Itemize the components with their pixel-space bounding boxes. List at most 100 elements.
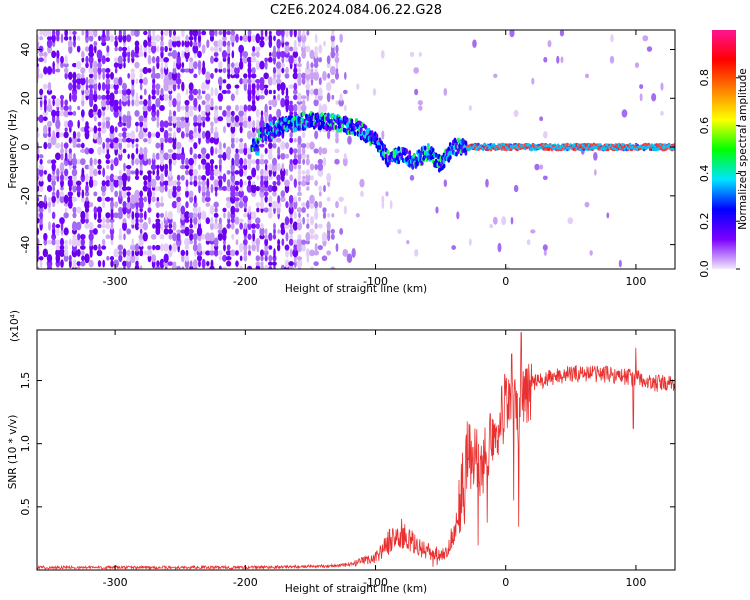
heatmap-cell: [55, 97, 61, 108]
heatmap-cell: [159, 234, 165, 240]
heatmap-cell: [152, 152, 155, 161]
heatmap-cell: [60, 33, 64, 44]
heatmap-cell: [280, 62, 286, 68]
heatmap-cell: [198, 183, 201, 194]
heatmap-cell: [279, 167, 286, 178]
heatmap-cell: [230, 172, 236, 183]
heatmap-cell: [105, 35, 111, 42]
heatmap-cell: [84, 164, 90, 170]
heatmap-cell: [177, 83, 180, 90]
heatmap-cell: [76, 131, 81, 139]
heatmap-cell: [251, 239, 256, 245]
heatmap-cell: [513, 109, 519, 118]
heatmap-cell: [205, 82, 210, 91]
heatmap-cell: [47, 239, 52, 245]
heatmap-cell: [118, 132, 123, 138]
heatmap-cell: [281, 67, 285, 74]
heatmap-cell: [150, 233, 157, 240]
heatmap-cell: [167, 148, 173, 154]
heatmap-cell: [110, 199, 114, 210]
heatmap-cell: [327, 72, 331, 79]
heatmap-cell: [180, 131, 185, 139]
heatmap-cell: [118, 30, 122, 37]
heatmap-cell: [314, 68, 318, 73]
heatmap-cell: [230, 142, 235, 149]
snr-panel: -300 -200 -100 0 100 0.51.01.5 Height of str…: [7, 310, 676, 595]
heatmap-cell: [160, 243, 164, 252]
heatmap-cell: [289, 137, 294, 143]
heatmap-cell: [210, 183, 214, 194]
heatmap-cell: [293, 94, 298, 101]
heatmap-cell: [201, 180, 207, 186]
heatmap-cell: [88, 55, 94, 65]
heatmap-cell: [338, 196, 344, 202]
heatmap-cell: [105, 234, 111, 240]
heatmap-cell: [151, 156, 156, 167]
ridge-cell: [383, 144, 387, 150]
heatmap-cell: [255, 185, 261, 192]
heatmap-cell: [152, 244, 156, 251]
heatmap-cell: [317, 244, 323, 251]
ridge-cell: [464, 140, 468, 146]
heatmap-cell: [217, 154, 223, 159]
heatmap-cell: [268, 113, 273, 124]
heatmap-cell: [252, 120, 255, 129]
heatmap-cell: [106, 106, 110, 111]
heatmap-cell: [217, 76, 223, 86]
heatmap-cell: [289, 158, 293, 165]
heatmap-cell: [247, 222, 252, 231]
heatmap-cell: [126, 228, 132, 235]
heatmap-cell: [59, 132, 65, 138]
heatmap-cell: [84, 191, 90, 197]
heatmap-cell: [118, 233, 123, 241]
heatmap-cell: [268, 254, 273, 262]
heatmap-cell: [293, 195, 297, 203]
heatmap-cell: [138, 237, 144, 247]
heatmap-cell: [259, 143, 265, 148]
heatmap-cell: [51, 195, 56, 204]
heatmap-cell: [101, 197, 106, 202]
heatmap-cell: [213, 212, 219, 218]
heatmap-cell: [264, 163, 268, 171]
heatmap-cell: [164, 185, 168, 192]
heatmap-cell: [293, 153, 297, 160]
heatmap-cell: [126, 258, 132, 269]
heatmap-cell: [55, 142, 61, 149]
heatmap-cell: [251, 82, 256, 91]
heatmap-cell: [547, 40, 552, 48]
heatmap-cell: [173, 61, 176, 69]
heatmap-cell: [259, 39, 265, 48]
heatmap-cell: [113, 157, 119, 167]
heatmap-cell: [185, 88, 189, 96]
heatmap-cell: [114, 201, 119, 208]
heatmap-cell: [326, 250, 331, 256]
heatmap-cell: [193, 73, 198, 79]
heatmap-cell: [214, 126, 218, 133]
heatmap-cell: [130, 71, 136, 80]
heatmap-cell: [39, 258, 43, 269]
heatmap-cell: [189, 146, 193, 156]
heatmap-cell: [80, 210, 86, 220]
heatmap-cell: [105, 179, 111, 187]
heatmap-cell: [180, 116, 186, 121]
heatmap-cell: [385, 191, 389, 197]
heatmap-cell: [131, 142, 135, 149]
heatmap-cell: [146, 249, 153, 257]
heatmap-cell: [97, 121, 102, 127]
heatmap-cell: [213, 45, 219, 53]
heatmap-cell: [131, 152, 135, 160]
heatmap-cell: [435, 206, 439, 214]
heatmap-cell: [97, 146, 102, 156]
heatmap-cell: [185, 190, 189, 198]
heatmap-cell: [175, 77, 182, 85]
heatmap-cell: [63, 131, 69, 139]
heatmap-cell: [218, 158, 222, 166]
heatmap-cell: [84, 87, 90, 97]
heatmap-cell: [109, 227, 115, 236]
heatmap-cell: [46, 184, 53, 193]
heatmap-cell: [414, 88, 419, 96]
heatmap-cell: [64, 127, 68, 132]
heatmap-cell: [417, 100, 423, 106]
heatmap-cell: [268, 232, 273, 241]
heatmap-cell: [206, 260, 210, 267]
